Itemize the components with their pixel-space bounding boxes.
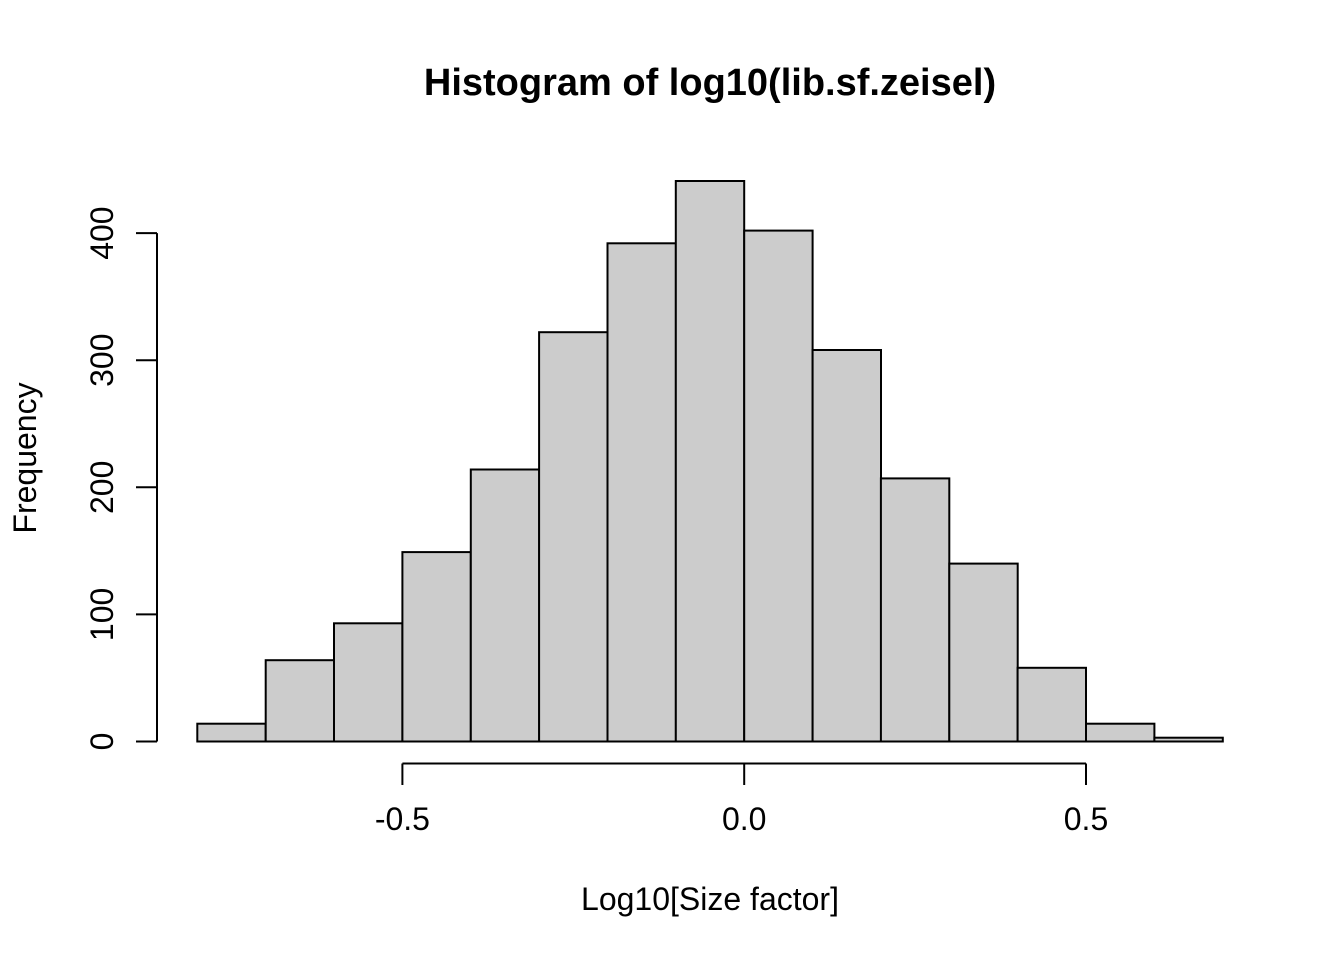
histogram-bar <box>1153 736 1224 743</box>
histogram-bar <box>264 659 336 743</box>
x-axis-tick-label: 0.5 <box>1064 801 1108 837</box>
histogram-bar <box>1085 722 1156 743</box>
y-axis-tick-label: 300 <box>84 334 120 387</box>
x-axis-tick-label: -0.5 <box>375 801 430 837</box>
chart-title: Histogram of log10(lib.sf.zeisel) <box>424 62 996 104</box>
x-axis-tick-label: 0.0 <box>722 801 766 837</box>
y-axis-label: Frequency <box>7 382 43 533</box>
histogram-bar <box>879 477 951 743</box>
y-axis-tick-label: 400 <box>84 206 120 259</box>
histogram-bar <box>333 622 404 743</box>
y-axis: 0 100 200 300 400 <box>84 206 158 751</box>
y-axis-tick-label: 200 <box>84 461 120 514</box>
bars-group <box>196 180 1224 743</box>
x-axis-label: Log10[Size factor] <box>581 881 839 917</box>
histogram-bar <box>948 562 1019 743</box>
histogram-bar <box>674 180 746 743</box>
histogram-bar <box>606 242 677 743</box>
histogram-bar <box>538 331 609 743</box>
histogram-bar <box>401 551 472 743</box>
y-axis-tick-label: 0 <box>84 733 120 751</box>
histogram-bar <box>1016 666 1087 743</box>
histogram-bar <box>469 468 541 743</box>
histogram-bar <box>811 349 882 743</box>
x-axis: -0.5 0.0 0.5 <box>375 762 1108 837</box>
histogram-bar <box>196 722 267 743</box>
y-axis-tick-label: 100 <box>84 588 120 641</box>
histogram-bar <box>743 229 814 743</box>
